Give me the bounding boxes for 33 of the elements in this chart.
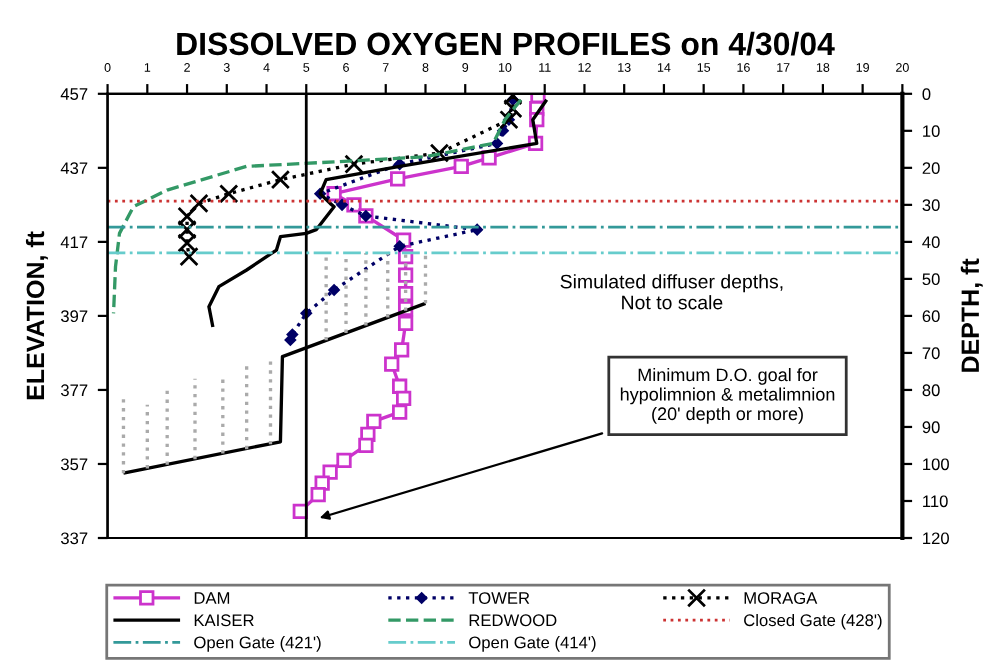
y2-tick-label: 120 [923, 532, 949, 545]
y2-tick-label: 110 [923, 495, 948, 508]
legend-label: DAM [194, 592, 230, 604]
legend-label: REDWOOD [469, 614, 557, 627]
y-tick-label: 457 [60, 88, 88, 100]
legend-label: Open Gate (421') [194, 636, 321, 652]
legend-label: MORAGA [744, 592, 818, 604]
y2-tick-label: 40 [922, 236, 940, 249]
y-tick-label: 417 [60, 236, 88, 248]
y2-tick-label: 20 [922, 162, 940, 175]
y-tick-label: 337 [60, 532, 88, 545]
y2-tick-label: 80 [922, 384, 940, 397]
y-tick-label: 437 [60, 162, 88, 175]
y-axis-title: ELEVATION, ft [25, 231, 48, 400]
y2-tick-label: 50 [922, 273, 940, 286]
chart-title: DISSOLVED OXYGEN PROFILES on 4/30/04 [177, 31, 835, 56]
y2-tick-label: 0 [922, 88, 931, 100]
legend-label: Closed Gate (428') [744, 613, 882, 630]
y-tick-label: 377 [60, 384, 88, 397]
y-tick-label: 397 [60, 310, 88, 323]
y-tick-label: 357 [60, 458, 88, 471]
y2-tick-label: 10 [923, 125, 940, 138]
annotation: Minimum D.O. goal for hypolimnion & metalimnion (20' depth or more) [620, 368, 835, 424]
legend-label: TOWER [468, 592, 530, 604]
y2-axis-title: DEPTH, ft [960, 258, 983, 372]
legend-label: KAISER [194, 614, 254, 627]
y2-tick-label: 90 [922, 421, 940, 434]
annotation: Simulated diffuser depths, Not to scale [560, 274, 783, 310]
legend-label: Open Gate (414') [469, 636, 596, 652]
y2-tick-label: 30 [922, 199, 940, 212]
y2-tick-label: 100 [923, 458, 949, 471]
y2-tick-label: 60 [922, 310, 940, 323]
y2-tick-label: 70 [922, 347, 940, 360]
